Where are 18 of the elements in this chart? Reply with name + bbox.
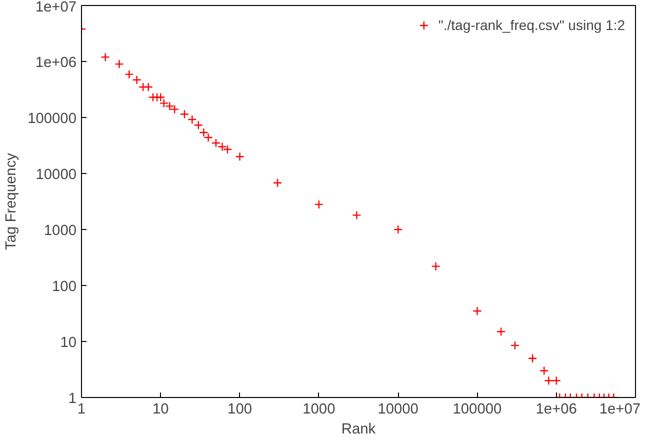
x-tick-label: 10 xyxy=(152,402,169,418)
y-tick-label: 10000 xyxy=(36,167,77,183)
y-tick-label: 1 xyxy=(68,391,77,407)
y-tick-label: 10 xyxy=(60,335,77,351)
x-tick-label: 1e+07 xyxy=(599,402,641,418)
legend-label: "./tag-rank_freq.csv" using 1:2 xyxy=(438,17,625,33)
x-tick-label: 100 xyxy=(228,402,252,418)
x-tick-label: 10000 xyxy=(378,402,418,418)
y-tick-label: 1000 xyxy=(44,223,77,239)
x-tick-label: 1e+06 xyxy=(536,402,577,418)
y-axis-title: Tag Frequency xyxy=(4,152,20,250)
x-tick-label: 1000 xyxy=(302,402,336,418)
y-tick-label: 100000 xyxy=(28,111,77,127)
x-axis-title: Rank xyxy=(341,422,376,438)
y-tick-label: 1e+07 xyxy=(35,0,77,16)
y-tick-label: 1e+06 xyxy=(35,55,77,71)
x-tick-label: 100000 xyxy=(452,402,502,418)
y-tick-label: 100 xyxy=(52,279,77,295)
